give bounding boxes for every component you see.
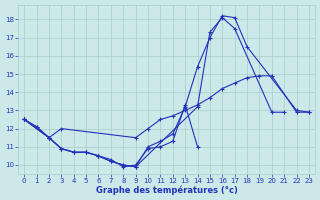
X-axis label: Graphe des températures (°c): Graphe des températures (°c) [96, 186, 237, 195]
